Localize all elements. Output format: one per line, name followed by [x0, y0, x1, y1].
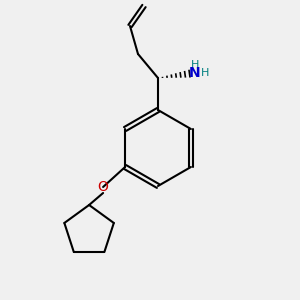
Text: H: H — [201, 68, 209, 78]
Text: N: N — [189, 66, 201, 80]
Text: H: H — [191, 60, 199, 70]
Text: O: O — [98, 180, 109, 194]
